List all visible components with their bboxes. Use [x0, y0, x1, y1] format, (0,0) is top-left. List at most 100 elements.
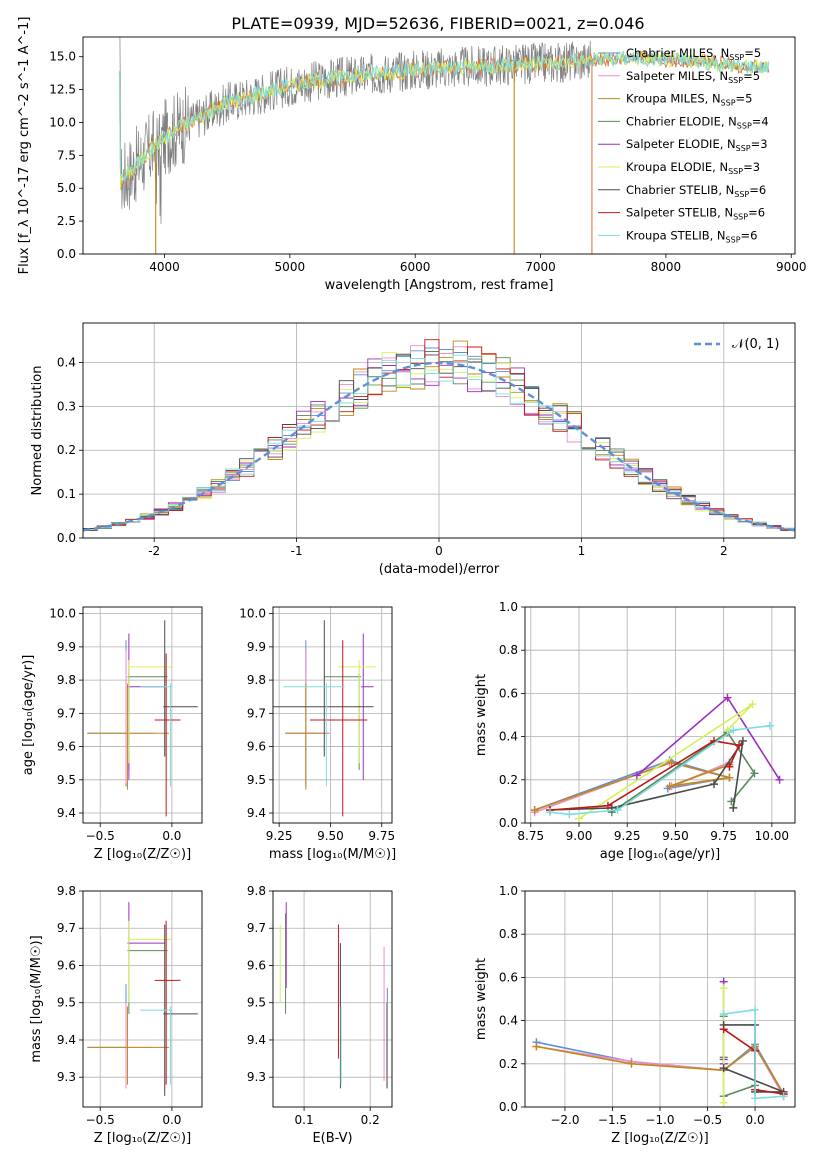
error-bar-point	[273, 620, 374, 757]
weight-series-line	[578, 703, 754, 820]
y-tick-label: 9.6	[247, 958, 266, 972]
x-axis-label: mass [log₁₀(M/M☉)]	[269, 847, 396, 862]
error-bar-point	[285, 650, 331, 784]
legend-nssp: =5	[744, 46, 761, 60]
x-tick-label: 4000	[149, 260, 180, 274]
legend-nssp: =6	[748, 206, 765, 220]
weight-marker	[530, 806, 539, 815]
weight-marker	[719, 1098, 728, 1107]
y-tick-label: 9.8	[57, 884, 76, 898]
y-tick-label: 9.5	[57, 773, 76, 787]
y-tick-label: 9.7	[57, 706, 76, 720]
x-tick-label: 9.25	[266, 829, 293, 843]
y-tick-label: 0.2	[499, 1057, 518, 1071]
y-tick-label: 0.0	[499, 816, 518, 830]
x-tick-label: 9000	[776, 260, 807, 274]
y-tick-label: 10.0	[49, 115, 76, 129]
weight-marker	[750, 769, 759, 778]
y-tick-label: 9.4	[247, 1033, 266, 1047]
error-bar-point	[127, 920, 172, 1003]
y-axis-label: Normed distribution	[30, 366, 45, 496]
x-tick-label: −1.5	[598, 1113, 627, 1127]
x-tick-label: 10.00	[755, 829, 789, 843]
legend-name: Salpeter MILES, N	[626, 69, 728, 83]
y-axis-label: mass [log₁₀(M/M☉)]	[29, 935, 44, 1062]
y-tick-label: 5.0	[57, 181, 76, 195]
mass-vs-metallicity-panel: −0.5 0.0 9.3 9.4 9.5 9.6 9.7 9.8 Z [log₁₀(Z/Z☉)]…	[29, 884, 203, 1146]
error-bar-point	[127, 902, 165, 947]
legend-nssp: =5	[736, 92, 753, 106]
y-tick-label: 9.7	[247, 706, 266, 720]
weight-marker	[565, 810, 574, 819]
x-tick-label: 9.75	[710, 829, 737, 843]
legend-label: Kroupa ELODIE, NSSP=3	[626, 160, 760, 176]
axes-frame	[82, 606, 203, 824]
error-bar-point	[338, 660, 376, 764]
x-tick-label: −2.0	[550, 1113, 579, 1127]
weight-marker	[710, 780, 718, 789]
error-bar-point	[140, 683, 172, 787]
legend-subscript: SSP	[728, 167, 743, 176]
legend-label: Kroupa STELIB, NSSP=6	[626, 228, 757, 244]
legend-subscript: SSP	[736, 144, 751, 153]
y-tick-label: 0.0	[57, 247, 76, 261]
y-tick-label: 0.6	[499, 686, 518, 700]
legend-label: Salpeter ELODIE, NSSP=3	[626, 137, 768, 153]
weight-series-line	[723, 1008, 784, 1100]
y-tick-label: 7.5	[57, 148, 76, 162]
x-tick-label: 9.25	[614, 829, 641, 843]
legend-name: Salpeter STELIB, N	[626, 206, 733, 220]
axes-frame	[82, 322, 796, 539]
weight-marker	[665, 782, 674, 791]
x-axis-label: (data-model)/error	[379, 562, 500, 577]
x-tick-label: −1.0	[645, 1113, 674, 1127]
weight-marker	[735, 741, 744, 750]
legend-nssp: =6	[741, 228, 758, 242]
y-tick-label: 0.4	[499, 730, 518, 744]
error-bar-point	[285, 683, 329, 790]
y-tick-label: 9.5	[57, 996, 76, 1010]
weight-marker	[723, 693, 732, 702]
weight-marker	[719, 1025, 728, 1034]
weight-marker	[738, 736, 747, 745]
x-tick-label: 8.75	[517, 829, 544, 843]
mass-vs-ebv-panel: 0.1 0.2 9.3 9.4 9.5 9.6 9.7 9.8 E(B-V)	[247, 884, 393, 1146]
legend-subscript: SSP	[721, 99, 736, 108]
weight-marker	[779, 1092, 788, 1101]
x-tick-label: 9.75	[368, 829, 395, 843]
histogram-step	[83, 354, 795, 538]
error-bar-point	[124, 1002, 154, 1089]
error-bar-point	[309, 640, 368, 817]
x-tick-label: 0.2	[361, 1113, 380, 1127]
legend-subscript: SSP	[728, 76, 743, 85]
weight-marker	[729, 726, 738, 735]
y-tick-label: 9.4	[57, 806, 76, 820]
legend-label: Chabrier MILES, NSSP=5	[626, 46, 761, 62]
y-tick-label: 9.8	[247, 673, 266, 687]
y-tick-label: 0.0	[499, 1100, 518, 1114]
y-tick-label: 9.9	[247, 640, 266, 654]
error-bar-point	[283, 683, 345, 787]
axes-frame	[524, 606, 796, 824]
x-tick-label: 0.0	[162, 829, 181, 843]
x-tick-label: 9.00	[566, 829, 593, 843]
y-axis-label: mass weight	[474, 958, 489, 1040]
weight-marker	[748, 700, 757, 709]
y-tick-label: 0.0	[57, 531, 76, 545]
x-tick-label: 9.50	[317, 829, 344, 843]
x-tick-label: 6000	[400, 260, 431, 274]
y-tick-label: 9.3	[247, 1070, 266, 1084]
weight-marker	[729, 803, 738, 812]
x-axis-label: Z [log₁₀(Z/Z☉)]	[94, 1131, 191, 1146]
y-tick-label: 12.5	[49, 83, 76, 97]
x-axis-label: Z [log₁₀(Z/Z☉)]	[94, 847, 191, 862]
y-tick-label: 15.0	[49, 50, 76, 64]
y-tick-label: 0.8	[499, 643, 518, 657]
x-tick-label: −0.5	[693, 1113, 722, 1127]
error-bar-point	[154, 653, 181, 817]
weight-marker	[546, 808, 555, 817]
weight-marker	[775, 775, 784, 784]
y-tick-label: 0.1	[57, 487, 76, 501]
x-tick-label: 7000	[525, 260, 556, 274]
y-tick-label: 10.0	[239, 607, 266, 621]
